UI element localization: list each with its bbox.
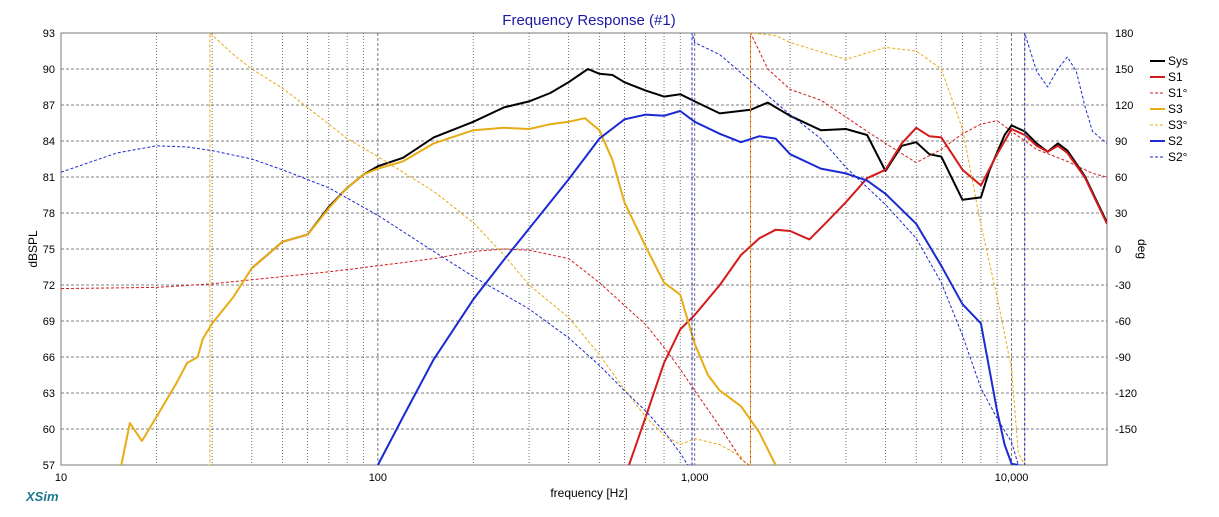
x-tick-label: 1,000 xyxy=(681,472,709,484)
series-layer xyxy=(61,33,1107,465)
y2-tick-label: 120 xyxy=(1115,100,1133,112)
legend-label-s3-phase: S3° xyxy=(1168,118,1188,132)
y-axis-label: dBSPL xyxy=(26,230,40,268)
y-tick-label: 75 xyxy=(43,244,55,256)
y2-tick-label: 0 xyxy=(1115,244,1121,256)
series-s1-line xyxy=(628,126,1107,465)
legend: Sys S1 S1° S3 S3° S2 S2° xyxy=(1150,54,1188,164)
legend-label-s1: S1 xyxy=(1168,70,1183,84)
y-tick-label: 87 xyxy=(43,100,55,112)
x-axis-label: frequency [Hz] xyxy=(550,486,627,500)
series-sys-line xyxy=(251,68,1107,269)
series-s1-phase-line xyxy=(61,33,1107,465)
chart-title: Frequency Response (#1) xyxy=(502,12,675,29)
y2-tick-label: -150 xyxy=(1115,424,1137,436)
y-tick-label: 90 xyxy=(43,64,55,76)
y2-tick-label: -90 xyxy=(1115,352,1131,364)
brand-logo: XSim xyxy=(25,489,59,504)
x-tick-label: 10,000 xyxy=(995,472,1029,484)
x-tick-label: 100 xyxy=(369,472,387,484)
y2-tick-label: -60 xyxy=(1115,316,1131,328)
y-tick-label: 78 xyxy=(43,208,55,220)
y2-tick-label: 30 xyxy=(1115,208,1127,220)
legend-label-s1-phase: S1° xyxy=(1168,86,1188,100)
y2-tick-label: -120 xyxy=(1115,388,1137,400)
legend-label-s3: S3 xyxy=(1168,102,1183,116)
grid xyxy=(61,33,1107,465)
y2-tick-label: 90 xyxy=(1115,136,1127,148)
series-s3-phase-line xyxy=(207,33,1026,465)
y-tick-label: 69 xyxy=(43,316,55,328)
series-s2-line xyxy=(377,110,1019,465)
y2-tick-label: 60 xyxy=(1115,172,1127,184)
legend-label-s2-phase: S2° xyxy=(1168,150,1188,164)
y2-tick-label: 150 xyxy=(1115,64,1133,76)
axis-ticks: 10 100 1,000 10,000 93 90 87 84 81 78 75 72 69 66 63 60… xyxy=(43,28,1137,484)
legend-label-s2: S2 xyxy=(1168,134,1183,148)
y-tick-label: 93 xyxy=(43,28,55,40)
y-tick-label: 66 xyxy=(43,352,55,364)
y2-tick-label: 180 xyxy=(1115,28,1133,40)
series-s2-phase-line xyxy=(61,33,1107,465)
y-tick-label: 84 xyxy=(43,136,55,148)
y-tick-label: 57 xyxy=(43,460,55,472)
y-tick-label: 60 xyxy=(43,424,55,436)
y-tick-label: 72 xyxy=(43,280,55,292)
y2-axis-label: deg xyxy=(1135,239,1149,259)
y2-tick-label: -30 xyxy=(1115,280,1131,292)
x-tick-label: 10 xyxy=(55,472,67,484)
legend-label-sys: Sys xyxy=(1168,54,1188,68)
series-s3-line xyxy=(120,117,777,465)
y-tick-label: 63 xyxy=(43,388,55,400)
y-tick-label: 81 xyxy=(43,172,55,184)
